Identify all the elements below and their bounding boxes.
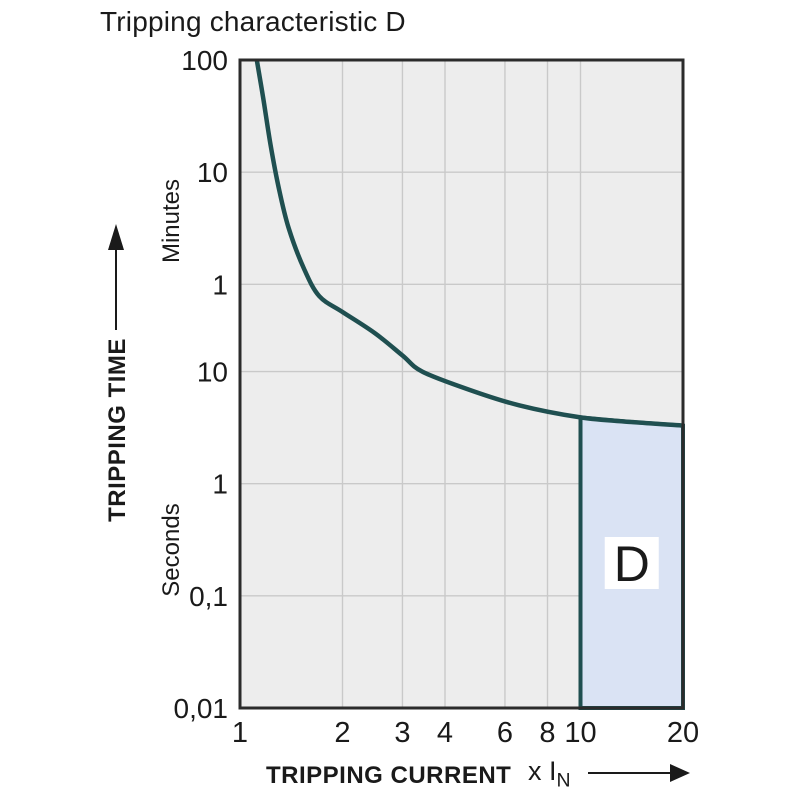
x-tick-label: 1 [232,717,248,749]
region-label: D [614,536,650,592]
x-tick-label: 8 [539,717,555,749]
region-label-box [604,537,659,589]
y-tick-label: 100 [181,45,228,76]
x-tick-label: 20 [667,717,699,749]
y-tick-label: 0,1 [189,581,228,612]
y-tick-label: 10 [197,157,228,188]
y-tick-label: 0,01 [174,693,229,724]
x-axis-unit-subscript: N [556,769,571,792]
y-axis-unit-minutes: Minutes [158,178,185,264]
y-tick-label: 1 [212,269,228,300]
x-tick-label: 10 [564,717,596,749]
right-arrow-icon [588,764,690,782]
x-axis-unit-prefix: x I [528,756,557,786]
y-tick-label: 1 [212,469,228,500]
y-axis-unit-seconds: Seconds [158,503,185,597]
x-tick-label: 2 [334,717,350,749]
x-tick-label: 4 [437,717,453,749]
x-tick-label: 3 [394,717,410,749]
y-tick-label: 10 [197,357,228,388]
chart-title: Tripping characteristic D [100,6,406,37]
tripping-curve [254,59,684,428]
y-axis-title: TRIPPING TIME [104,338,131,522]
x-tick-label: 6 [497,717,513,749]
x-axis-unit: x IN [528,756,571,792]
up-arrow-icon [108,224,124,330]
x-axis-title: TRIPPING CURRENT [266,762,512,789]
plot-border [238,58,685,710]
